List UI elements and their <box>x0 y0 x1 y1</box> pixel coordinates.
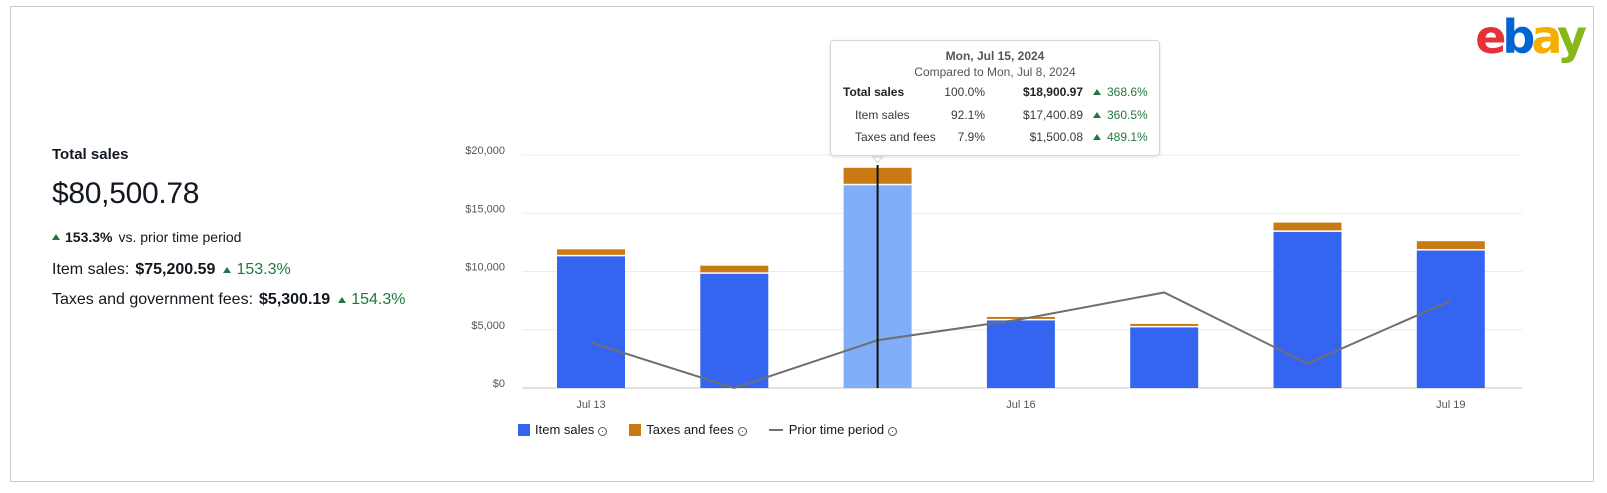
bar-item-sales[interactable] <box>1416 250 1485 388</box>
tooltip-compare: Compared to Mon, Jul 8, 2024 <box>914 65 1076 79</box>
bar-taxes[interactable] <box>1130 323 1199 326</box>
up-arrow-icon <box>52 234 60 240</box>
chart-legend: Item sales Taxes and fees Prior time per… <box>518 422 898 437</box>
logo-letter: e <box>1475 10 1506 64</box>
tooltip-row-change: 489.1% <box>1093 130 1148 144</box>
chart-tooltip: Mon, Jul 15, 2024 Compared to Mon, Jul 8… <box>830 40 1160 156</box>
up-arrow-icon <box>223 267 232 273</box>
legend-item-sales-label: Item sales <box>535 422 595 437</box>
info-icon[interactable] <box>737 427 747 436</box>
x-tick-label: Jul 16 <box>1006 399 1035 411</box>
total-change-text: vs. prior time period <box>118 229 242 245</box>
x-tick-label: Jul 13 <box>576 399 605 411</box>
tooltip-row-share: 7.9% <box>957 130 985 144</box>
sales-summary: Total sales $80,500.78 153.3% vs. prior … <box>52 146 405 309</box>
bar-taxes[interactable] <box>1273 222 1342 231</box>
tooltip-row-share: 100.0% <box>944 85 985 99</box>
total-change-line: 153.3% vs. prior time period <box>52 229 405 245</box>
item-sales-change: 153.3% <box>236 261 291 278</box>
chart-svg[interactable]: $0 $5,000 $10,000 $15,000 $20,000 Jul 13 Jul 1… <box>440 130 1540 440</box>
bar-item-sales[interactable] <box>557 256 625 388</box>
tooltip-row-taxes: Taxes and fees 7.9% $1,500.08 489.1% <box>831 130 1159 146</box>
item-sales-swatch <box>518 423 530 436</box>
y-tick-label: $10,000 <box>465 262 505 274</box>
tooltip-row-change: 360.5% <box>1093 108 1148 122</box>
logo-letter: y <box>1557 10 1587 64</box>
total-sales-value: $80,500.78 <box>52 177 200 210</box>
y-tick-label: $0 <box>493 378 505 390</box>
legend-prior-period[interactable]: Prior time period <box>768 422 898 437</box>
tooltip-pointer <box>871 156 884 164</box>
tooltip-row-change: 368.6% <box>1093 85 1148 99</box>
tooltip-row-item-sales: Item sales 92.1% $17,400.89 360.5% <box>831 108 1159 124</box>
tooltip-row-change-value: 368.6% <box>1107 85 1148 99</box>
legend-item-sales[interactable]: Item sales <box>518 422 608 437</box>
legend-prior-label: Prior time period <box>788 422 885 437</box>
sales-chart[interactable]: $0 $5,000 $10,000 $15,000 $20,000 Jul 13 Jul 1… <box>440 130 1540 440</box>
bar-taxes[interactable] <box>1416 241 1485 250</box>
taxes-change: 154.3% <box>351 291 406 308</box>
item-sales-line: Item sales: $75,200.59 153.3% <box>52 261 405 279</box>
logo-letter: a <box>1531 10 1561 64</box>
tooltip-row-total: Total sales 100.0% $18,900.97 368.6% <box>831 85 1159 101</box>
prior-period-line <box>590 291 1452 390</box>
up-arrow-icon <box>1093 89 1101 95</box>
bar-item-sales[interactable] <box>1130 327 1199 388</box>
bar-taxes[interactable] <box>557 249 625 255</box>
item-sales-label: Item sales: <box>52 261 130 278</box>
y-tick-label: $5,000 <box>471 320 505 332</box>
legend-taxes[interactable]: Taxes and fees <box>629 422 747 437</box>
info-icon[interactable] <box>598 427 608 436</box>
legend-taxes-label: Taxes and fees <box>646 422 734 437</box>
info-icon[interactable] <box>888 427 898 436</box>
prior-period-swatch <box>768 428 783 431</box>
tooltip-row-share: 92.1% <box>950 108 985 122</box>
tooltip-row-amount: $18,900.97 <box>1022 85 1083 99</box>
y-tick-label: $20,000 <box>465 145 505 157</box>
bar-taxes[interactable] <box>700 265 769 273</box>
taxes-line: Taxes and government fees: $5,300.19 154… <box>52 291 405 309</box>
up-arrow-icon <box>338 297 347 303</box>
tooltip-row-amount: $1,500.08 <box>1029 130 1083 144</box>
logo-letter: b <box>1502 10 1535 64</box>
tooltip-date: Mon, Jul 15, 2024 <box>945 49 1045 63</box>
tooltip-row-change-value: 360.5% <box>1107 108 1148 122</box>
tooltip-row-change-value: 489.1% <box>1107 130 1148 144</box>
tooltip-row-label: Taxes and fees <box>855 130 936 144</box>
taxes-label: Taxes and government fees: <box>52 291 254 308</box>
total-change-percent: 153.3% <box>65 229 113 245</box>
tooltip-row-label: Item sales <box>855 108 910 122</box>
item-sales-value: $75,200.59 <box>135 261 216 278</box>
tooltip-row-label: Total sales <box>843 85 905 99</box>
up-arrow-icon <box>1093 112 1101 118</box>
bar-taxes[interactable] <box>986 316 1055 319</box>
bar-item-sales[interactable] <box>986 320 1055 388</box>
taxes-swatch <box>629 423 642 436</box>
total-sales-label: Total sales <box>52 146 129 163</box>
ebay-logo: ebay <box>1475 14 1587 60</box>
tooltip-row-amount: $17,400.89 <box>1022 108 1083 122</box>
x-tick-label: Jul 19 <box>1436 399 1465 411</box>
bar-item-sales[interactable] <box>700 273 769 388</box>
y-tick-label: $15,000 <box>465 203 505 215</box>
taxes-value: $5,300.19 <box>259 291 331 308</box>
up-arrow-icon <box>1093 134 1101 140</box>
bar-item-sales[interactable] <box>1273 231 1342 388</box>
